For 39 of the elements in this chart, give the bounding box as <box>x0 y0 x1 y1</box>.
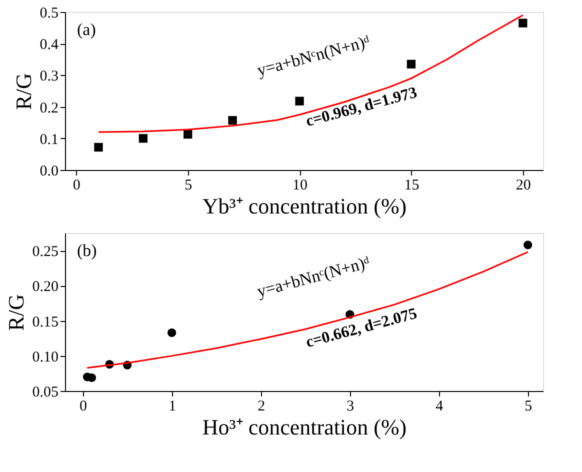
y-tick-label: 0.4 <box>40 37 59 54</box>
x-tick-label: 1 <box>168 398 176 414</box>
point <box>406 60 416 68</box>
point <box>228 116 237 125</box>
annotation: c=0.662, d=2.075 <box>304 305 419 352</box>
point <box>184 130 192 139</box>
point <box>524 240 532 250</box>
x-tick-label: 0 <box>72 178 80 194</box>
point <box>167 328 176 338</box>
x-tick-label: 4 <box>436 398 444 414</box>
x-axis-title: Ho³⁺ concentration (%) <box>202 414 407 440</box>
y-tick-label: 0.1 <box>40 132 58 148</box>
point <box>518 18 528 28</box>
y-tick-label: 0.05 <box>32 384 58 400</box>
y-axis-title: R/G <box>10 73 36 110</box>
y-tick-label: 0.15 <box>32 314 58 330</box>
y-axis-title: R/G <box>3 294 28 331</box>
point <box>94 142 103 152</box>
y-tick-label: 0.3 <box>40 68 58 85</box>
y-tick-label: 0.5 <box>40 6 58 22</box>
x-tick-label: 15 <box>404 178 420 194</box>
x-tick-label: 2 <box>258 398 266 414</box>
point <box>295 96 304 106</box>
y-tick-label: 0.25 <box>32 244 58 260</box>
y-tick-label: 0.20 <box>32 279 58 296</box>
x-tick-label: 10 <box>292 178 308 194</box>
x-tick-label: 20 <box>516 178 531 194</box>
x-tick-label: 5 <box>184 178 192 194</box>
x-tick-label: 0 <box>80 398 88 414</box>
y-tick-label: 0.10 <box>32 349 58 366</box>
x-tick-label: 5 <box>524 398 532 414</box>
annotation: (a) <box>77 20 96 39</box>
x-tick-label: 3 <box>346 398 354 414</box>
x-axis-title: Yb³⁺ concentration (%) <box>202 194 407 218</box>
y-tick-label: 0.0 <box>40 164 58 180</box>
point <box>138 134 148 143</box>
annotation: c=0.969, d=1.973 <box>304 84 419 130</box>
annotation: (b) <box>77 241 97 260</box>
y-tick-label: 0.2 <box>40 100 58 116</box>
